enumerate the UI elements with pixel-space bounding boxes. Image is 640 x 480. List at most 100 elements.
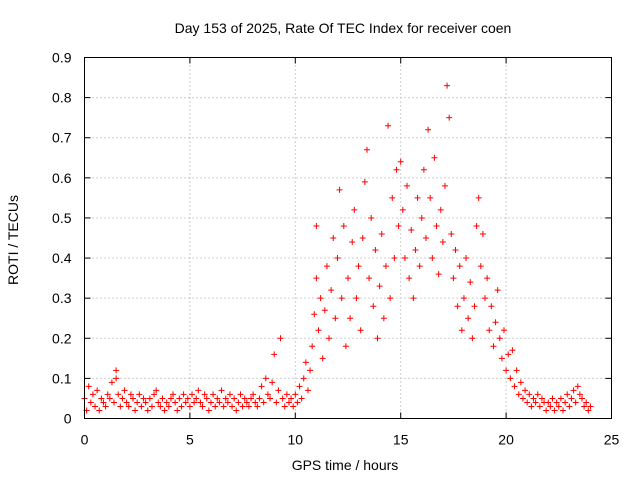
data-point [437,206,444,213]
data-point [241,395,248,402]
data-point [361,178,368,185]
data-point [404,182,411,189]
data-point [197,399,204,406]
data-point [222,395,229,402]
data-point [391,255,398,262]
data-point [148,403,155,410]
data-point [311,311,318,318]
x-tick-label: 0 [81,432,89,448]
data-point [420,166,427,173]
data-point [321,307,328,314]
y-tick-label: 0.5 [52,210,72,226]
x-tick-label: 10 [288,432,304,448]
data-point [87,399,94,406]
data-point [568,395,575,402]
data-point [519,395,526,402]
data-point [226,391,233,398]
data-point [349,239,356,246]
data-point [250,391,257,398]
data-point [551,407,558,414]
data-point [121,387,128,394]
data-point [300,375,307,382]
data-point [587,403,594,410]
data-points [81,82,594,414]
data-point [317,295,324,302]
data-point [380,315,387,322]
data-point [108,379,115,386]
data-point [288,395,295,402]
data-point [336,186,343,193]
data-point [498,355,505,362]
data-point [113,375,120,382]
data-point [414,194,421,201]
y-tick-label: 0.8 [52,90,72,106]
data-point [370,303,377,310]
data-point [465,315,472,322]
data-point [302,359,309,366]
data-point [199,403,206,410]
data-point [374,335,381,342]
data-point [517,379,524,386]
data-point [264,391,271,398]
data-point [178,403,185,410]
data-point [258,383,265,390]
data-point [279,395,286,402]
data-point [444,82,451,89]
data-point [146,395,153,402]
y-tick-label: 0.3 [52,290,72,306]
data-point [418,214,425,221]
data-point [583,399,590,406]
data-point [275,387,282,394]
data-point [448,230,455,237]
data-point [277,335,284,342]
data-point [486,327,493,334]
data-point [422,235,429,241]
x-tick-label: 5 [186,432,194,448]
data-point [304,387,311,394]
data-point [271,351,278,358]
data-point [530,395,537,402]
data-point [393,166,400,173]
data-point [439,239,446,246]
data-point [269,379,276,386]
data-point [463,255,470,262]
data-point [363,146,370,153]
data-point [100,399,107,406]
data-point [201,391,208,398]
data-point [482,295,489,302]
data-point [547,403,554,410]
data-point [479,230,486,237]
data-point [528,403,535,410]
data-point [237,391,244,398]
x-axis-label: GPS time / hours [292,457,399,473]
data-point [452,247,459,254]
data-point [387,295,394,302]
data-point [134,399,141,406]
data-point [490,343,497,350]
y-tick-label: 0.6 [52,170,72,186]
data-point [509,347,516,354]
data-point [119,395,126,402]
data-point [513,367,520,374]
data-point [553,399,560,406]
data-point [441,182,448,189]
data-point [355,263,362,270]
data-point [385,122,392,129]
data-point [281,403,288,410]
data-point [207,399,214,406]
data-point [454,303,461,310]
data-point [526,391,533,398]
data-point [313,222,320,229]
chart-title: Day 153 of 2025, Rate Of TEC Index for r… [175,20,512,36]
data-point [574,383,581,390]
data-point [500,327,507,334]
data-point [372,247,379,254]
data-point [494,287,501,294]
data-point [167,395,174,402]
data-point [111,399,118,406]
data-point [382,263,389,270]
data-point [488,303,495,310]
data-point [142,399,149,406]
data-point [254,403,261,410]
data-point [294,399,301,406]
